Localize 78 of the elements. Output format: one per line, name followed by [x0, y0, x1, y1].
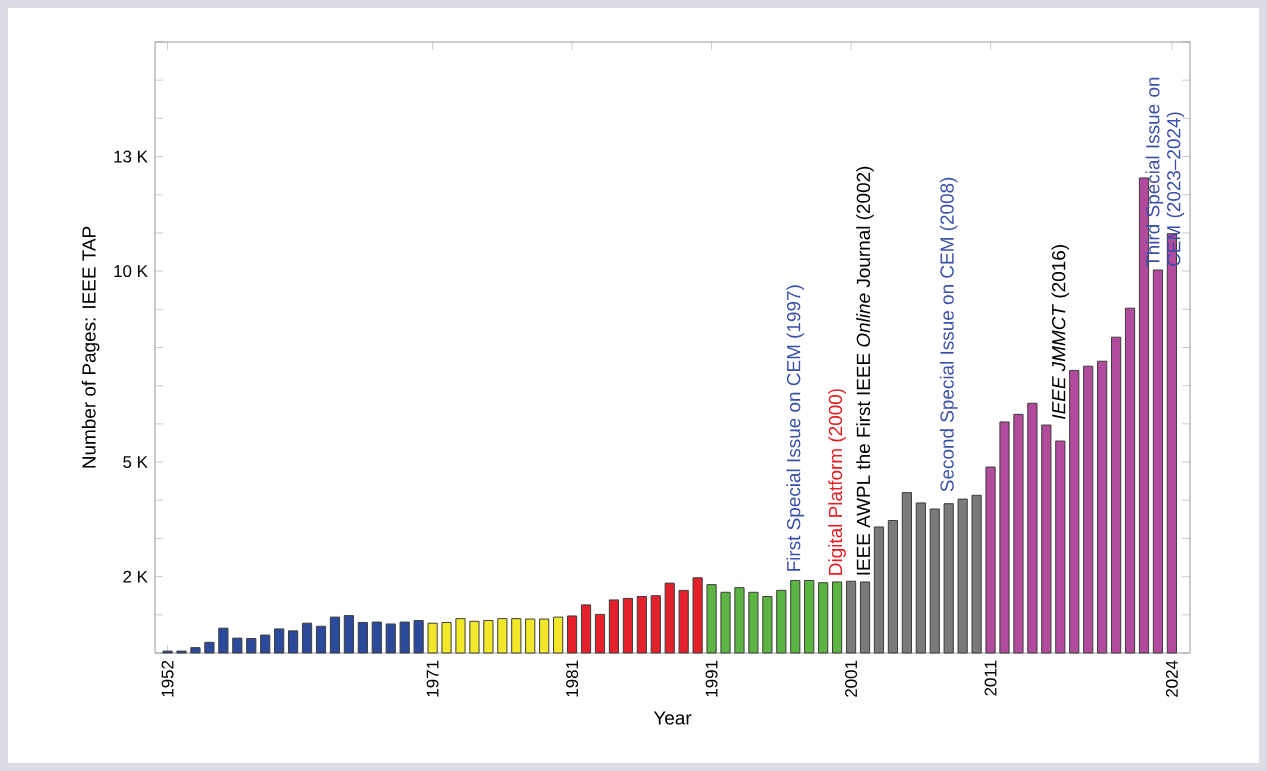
bar: [553, 616, 564, 654]
y-tick-label: 5 K: [123, 456, 148, 468]
annotation: Third Special Issue on CEM (2023–2024): [1145, 77, 1185, 267]
bar: [232, 637, 243, 654]
y-tick-label: 2 K: [123, 570, 148, 583]
bar: [371, 621, 382, 654]
bar: [706, 584, 717, 654]
bar: [734, 587, 745, 654]
bar: [539, 618, 550, 654]
bar: [985, 466, 996, 654]
bar: [274, 628, 285, 654]
bar: [483, 620, 494, 654]
bar: [790, 579, 801, 654]
bar: [748, 591, 759, 654]
x-tick-label: 2024: [1165, 660, 1178, 697]
bar: [566, 615, 578, 654]
bar: [399, 621, 410, 654]
bar: [190, 647, 201, 654]
bar: [1069, 369, 1080, 654]
annotation: IEEE AWPL the First IEEE Online Journal (2002): [856, 166, 874, 575]
bar: [329, 616, 341, 654]
y-tick-label: 10 K: [114, 265, 148, 278]
bar: [1055, 440, 1066, 654]
bar: [287, 630, 299, 654]
bar: [580, 604, 592, 654]
bar: [832, 581, 843, 654]
bar: [1041, 424, 1052, 654]
x-tick-label: 2001: [845, 660, 858, 697]
bar: [1124, 307, 1136, 654]
y-tick-label: 13 K: [114, 150, 148, 163]
bar: [455, 618, 466, 654]
bar: [1083, 365, 1094, 654]
x-tick-label: 1971: [426, 660, 439, 697]
bar: [525, 618, 536, 654]
bar: [776, 589, 787, 654]
x-tick-label: 1952: [161, 660, 174, 697]
x-tick-label: 2011: [984, 660, 997, 696]
bar: [818, 582, 829, 654]
bar: [999, 421, 1010, 654]
bar: [1110, 336, 1122, 654]
bar: [301, 622, 313, 654]
annotation: First Special Issue on CEM (1997): [786, 285, 805, 571]
bar: [650, 595, 661, 654]
bar: [664, 582, 675, 654]
bar: [315, 625, 327, 654]
annotation: Digital Platform (2000): [828, 389, 846, 575]
x-tick-label: 1981: [566, 660, 579, 697]
bar: [511, 618, 522, 654]
bar: [497, 618, 508, 654]
bar: [469, 620, 480, 654]
bar: [636, 595, 647, 654]
x-axis-title: Year: [653, 711, 692, 725]
bar: [622, 597, 633, 654]
bar: [720, 591, 731, 654]
bar: [804, 579, 815, 654]
annotation: IEEE JMMCT (2016): [1051, 245, 1070, 419]
bar: [1152, 269, 1164, 654]
bar: [441, 621, 452, 654]
bar: [678, 589, 689, 654]
x-tick-label: 1991: [705, 660, 718, 697]
bar: [218, 627, 229, 654]
bar: [594, 613, 606, 654]
bar: [762, 595, 773, 654]
bar: [608, 599, 620, 654]
bar: [413, 620, 424, 654]
bar: [204, 641, 215, 654]
y-axis-title: Number of Pages: IEEE TAP: [81, 226, 100, 468]
bar: [260, 634, 271, 654]
bar: [427, 622, 438, 654]
bar: [1097, 360, 1108, 654]
bar: [343, 615, 354, 654]
bar: [1013, 413, 1024, 654]
bar: [1027, 402, 1038, 654]
bar: [692, 577, 703, 654]
annotation: Second Special Issue on CEM (2008): [939, 177, 958, 492]
bar: [357, 621, 368, 654]
bar: [385, 623, 396, 654]
bar: [246, 637, 257, 654]
